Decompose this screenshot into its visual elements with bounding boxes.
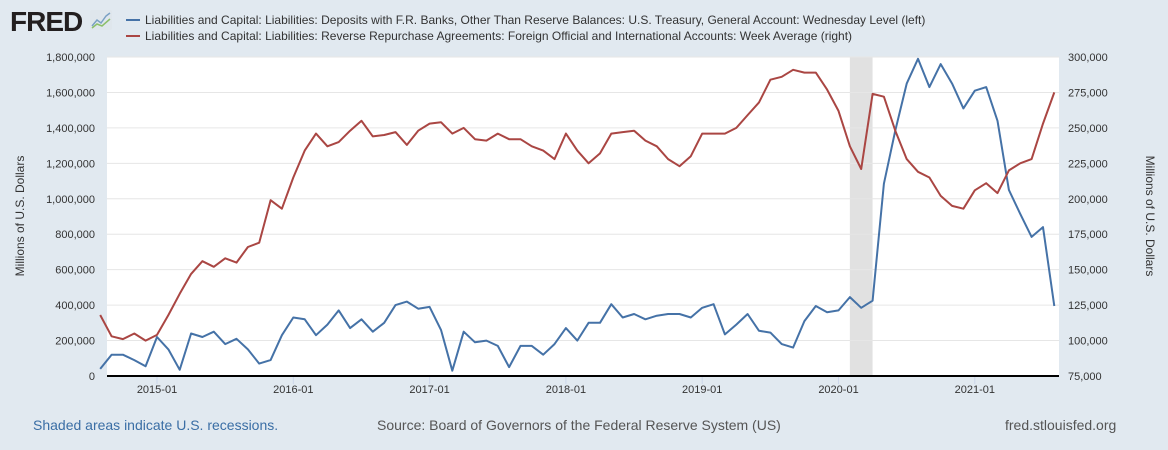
legend-swatch [126, 35, 140, 37]
y-right-tick-label: 300,000 [1068, 52, 1108, 64]
y-left-label: Millions of U.S. Dollars [13, 156, 27, 277]
y-left-tick-label: 800,000 [55, 229, 95, 241]
y-left-tick-label: 1,800,000 [46, 52, 95, 64]
x-tick-label: 2021-01 [955, 384, 995, 396]
y-right-tick-label: 200,000 [1068, 194, 1108, 206]
x-tick-label: 2019-01 [682, 384, 722, 396]
y-left-tick-label: 1,600,000 [46, 87, 95, 99]
y-right-tick-label: 150,000 [1068, 265, 1108, 277]
y-right-tick-label: 100,000 [1068, 336, 1108, 348]
legend-item-series-1: Liabilities and Capital: Liabilities: Re… [126, 28, 925, 44]
line-chart-icon [90, 10, 112, 30]
y-right-tick-label: 175,000 [1068, 229, 1108, 241]
x-tick-label: 2017-01 [409, 384, 449, 396]
y-right-tick-label: 125,000 [1068, 300, 1108, 312]
x-tick-label: 2015-01 [137, 384, 177, 396]
y-right-tick-label: 250,000 [1068, 123, 1108, 135]
y-left-tick-label: 1,200,000 [46, 158, 95, 170]
legend-item-series-0: Liabilities and Capital: Liabilities: De… [126, 12, 925, 28]
x-tick-label: 2016-01 [273, 384, 313, 396]
source-text: Source: Board of Governors of the Federa… [377, 417, 781, 433]
y-right-tick-label: 275,000 [1068, 87, 1108, 99]
legend-swatch [126, 19, 140, 21]
y-right-label: Millions of U.S. Dollars [1143, 156, 1157, 277]
y-left-tick-label: 400,000 [55, 300, 95, 312]
site-link[interactable]: fred.stlouisfed.org [1005, 417, 1117, 433]
y-right-tick-label: 225,000 [1068, 158, 1108, 170]
y-left-tick-label: 600,000 [55, 265, 95, 277]
logo-text: FRED [10, 6, 83, 37]
y-right-tick-label: 75,000 [1068, 371, 1102, 383]
y-left-tick-label: 1,400,000 [46, 123, 95, 135]
fred-logo[interactable]: FRED [10, 6, 83, 38]
legend: Liabilities and Capital: Liabilities: De… [126, 12, 925, 44]
series-line-1 [99, 68, 1056, 342]
plot-area [107, 57, 1059, 376]
y-left-tick-label: 0 [89, 371, 95, 383]
y-left-tick-label: 200,000 [55, 336, 95, 348]
legend-label: Liabilities and Capital: Liabilities: Re… [145, 29, 853, 43]
recession-shade [849, 57, 873, 376]
recession-note-link[interactable]: Shaded areas indicate U.S. recessions. [33, 417, 279, 433]
y-left-tick-label: 1,000,000 [46, 194, 95, 206]
x-tick-label: 2020-01 [818, 384, 858, 396]
legend-label: Liabilities and Capital: Liabilities: De… [145, 13, 926, 27]
x-tick-label: 2018-01 [546, 384, 586, 396]
